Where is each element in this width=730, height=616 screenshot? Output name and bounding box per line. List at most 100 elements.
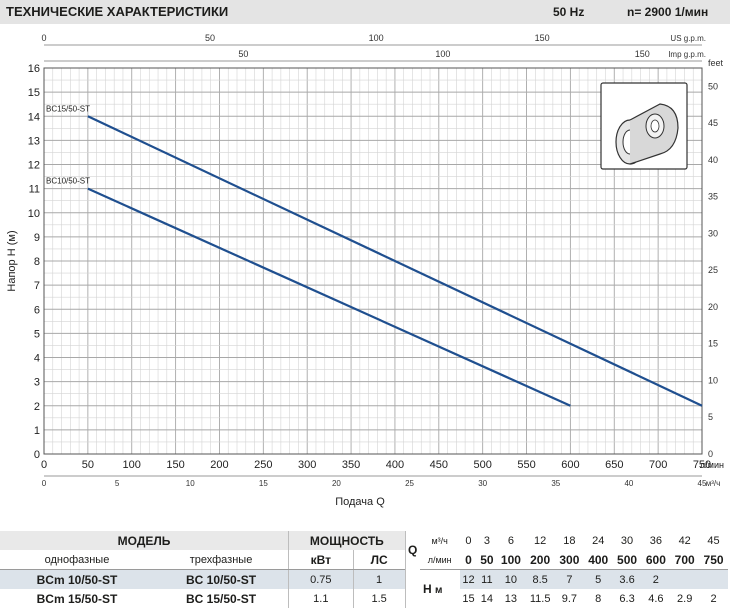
feet-tick-label: 0 bbox=[708, 449, 713, 459]
plot-frame bbox=[43, 67, 703, 455]
q-m3h-4: 18 bbox=[563, 534, 576, 547]
y-tick-label: 12 bbox=[28, 160, 40, 172]
power-kw: 0.75 bbox=[288, 569, 354, 589]
x-tick-label: 650 bbox=[605, 459, 623, 471]
head-value: 13 bbox=[496, 589, 526, 608]
x-tick-label: 350 bbox=[342, 459, 360, 471]
m3h-unit: м³/ч bbox=[431, 535, 448, 546]
y-tick-label: 4 bbox=[34, 353, 40, 365]
q-lmin-7: 600 bbox=[641, 550, 671, 570]
y-tick-label: 13 bbox=[28, 135, 40, 147]
hp-header: ЛС bbox=[352, 550, 406, 570]
m3h-tick-label: 15 bbox=[259, 479, 268, 488]
q-lmin-1: 50 bbox=[477, 550, 497, 570]
m3h-tick-label: 40 bbox=[624, 479, 633, 488]
y-tick-label: 1 bbox=[34, 425, 40, 437]
head-value: 2 bbox=[699, 589, 728, 608]
us-gpm-unit-label: US g.p.m. bbox=[670, 34, 706, 43]
power-hp: 1.5 bbox=[352, 589, 406, 608]
power-header: МОЩНОСТЬ bbox=[288, 531, 406, 550]
head-value: 6.3 bbox=[612, 589, 642, 608]
feet-tick-label: 25 bbox=[708, 265, 718, 275]
m3h-tick-label: 20 bbox=[332, 479, 341, 488]
m3h-tick-label: 45 bbox=[698, 479, 707, 488]
head-value bbox=[699, 569, 728, 589]
m3h-tick-label: 35 bbox=[551, 479, 560, 488]
m3h-unit-label: м³/ч bbox=[706, 479, 721, 488]
q-m3h-8: 42 bbox=[678, 534, 691, 547]
head-value: 12 bbox=[459, 569, 478, 589]
x-tick-label: 750 bbox=[693, 459, 711, 471]
head-value bbox=[670, 569, 700, 589]
feet-tick-label: 35 bbox=[708, 192, 718, 202]
pump-product-image bbox=[600, 82, 688, 170]
y-tick-label: 2 bbox=[34, 401, 40, 413]
q-lmin-5: 400 bbox=[583, 550, 613, 570]
q-m3h-6: 30 bbox=[620, 534, 634, 547]
x-tick-label: 450 bbox=[430, 459, 448, 471]
head-value: 11.5 bbox=[525, 589, 555, 608]
x-tick-label: 700 bbox=[649, 459, 667, 471]
pump-outlet-inner bbox=[650, 119, 660, 133]
head-value: 2.9 bbox=[670, 589, 700, 608]
series-label: BC10/50-ST bbox=[46, 177, 90, 186]
q-lmin-4: 300 bbox=[554, 550, 584, 570]
three-phase-header: трехфазные bbox=[153, 550, 289, 570]
head-value: 8.5 bbox=[525, 569, 555, 589]
q-lmin-9: 750 bbox=[699, 550, 728, 570]
feet-tick-label: 15 bbox=[708, 339, 718, 349]
x-tick-label: 550 bbox=[517, 459, 535, 471]
q-lmin-6: 500 bbox=[612, 550, 642, 570]
q-m3h-9: 45 bbox=[707, 534, 720, 547]
y-tick-label: 7 bbox=[34, 280, 40, 292]
m3h-tick-label: 30 bbox=[478, 479, 487, 488]
m3h-tick-label: 5 bbox=[115, 479, 120, 488]
single-phase-model: BCm 15/50-ST bbox=[0, 589, 154, 608]
y-tick-label: 3 bbox=[34, 377, 40, 389]
x-tick-label: 50 bbox=[82, 459, 94, 471]
series-line-bc15-50-st bbox=[87, 115, 703, 407]
q-label: Q bbox=[404, 531, 420, 570]
y-tick-label: 14 bbox=[28, 111, 40, 123]
us-gpm-tick-label: 50 bbox=[205, 33, 215, 43]
feet-tick-label: 5 bbox=[708, 412, 713, 422]
head-value: 9.7 bbox=[554, 589, 584, 608]
h-label: H м bbox=[404, 569, 460, 608]
feet-tick-label: 50 bbox=[708, 81, 718, 91]
series-label: BC15/50-ST bbox=[46, 104, 90, 113]
imp-gpm-unit-label: Imp g.p.m. bbox=[668, 50, 706, 59]
head-value: 8 bbox=[583, 589, 613, 608]
x-tick-label: 600 bbox=[561, 459, 579, 471]
three-phase-model: BC 15/50-ST bbox=[153, 589, 289, 608]
table-row: BCm 10/50-ST BC 10/50-ST 0.75 1 H м 12 1… bbox=[0, 569, 728, 608]
m3h-tick-label: 25 bbox=[405, 479, 414, 488]
speed-label: n= 2900 1/мин bbox=[627, 5, 709, 19]
y-tick-label: 8 bbox=[34, 256, 40, 268]
three-phase-model: BC 10/50-ST bbox=[153, 569, 289, 589]
m3h-tick-label: 10 bbox=[186, 479, 195, 488]
x-tick-label: 400 bbox=[386, 459, 404, 471]
head-value: 11 bbox=[477, 569, 497, 589]
model-header: МОДЕЛЬ bbox=[0, 531, 289, 550]
y-tick-label: 9 bbox=[34, 232, 40, 244]
feet-tick-label: 40 bbox=[708, 155, 718, 165]
y-tick-label: 0 bbox=[34, 449, 40, 461]
q-m3h-5: 24 bbox=[592, 534, 605, 547]
q-lmin-3: 200 bbox=[525, 550, 555, 570]
q-m3h-1: 3 bbox=[483, 534, 490, 547]
us-gpm-tick-label: 100 bbox=[369, 33, 384, 43]
page-title: ТЕХНИЧЕСКИЕ ХАРАКТЕРИСТИКИ bbox=[6, 4, 229, 19]
x-tick-label: 300 bbox=[298, 459, 316, 471]
head-value: 3.6 bbox=[612, 569, 642, 589]
lmin-unit: л/мин bbox=[419, 550, 460, 570]
head-value: 2 bbox=[641, 569, 671, 589]
q-lmin-0: 0 bbox=[459, 550, 478, 570]
feet-unit-label: feet bbox=[708, 58, 724, 68]
q-m3h-3: 12 bbox=[534, 534, 547, 547]
power-kw: 1.1 bbox=[288, 589, 354, 608]
imp-gpm-tick-label: 100 bbox=[435, 49, 450, 59]
x-tick-label: 500 bbox=[473, 459, 491, 471]
x-tick-label: 0 bbox=[41, 459, 47, 471]
y-tick-label: 6 bbox=[34, 304, 40, 316]
x-tick-label: 250 bbox=[254, 459, 272, 471]
